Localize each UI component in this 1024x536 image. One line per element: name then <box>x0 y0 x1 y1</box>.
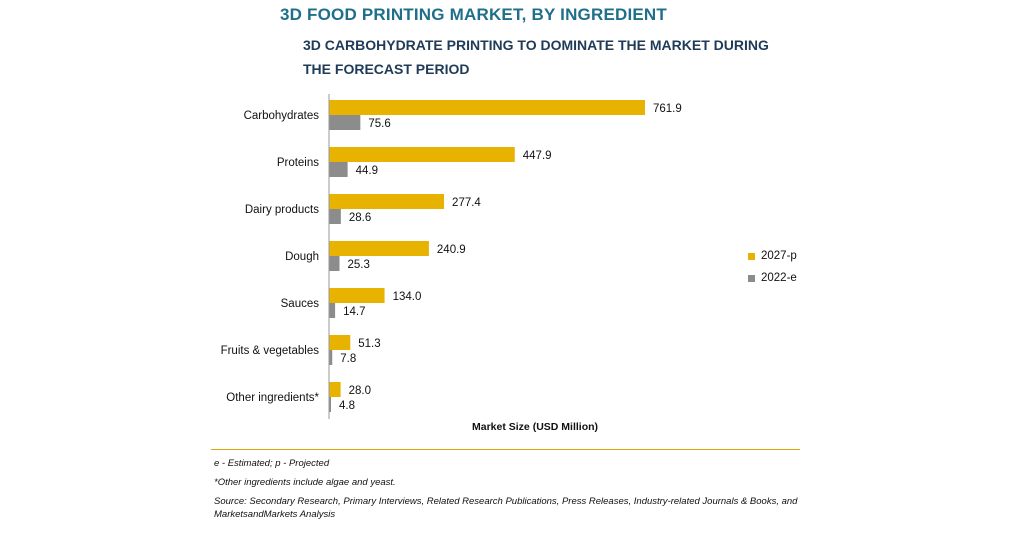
chart-title: 3D FOOD PRINTING MARKET, BY INGREDIENT <box>280 5 667 24</box>
value-label-2022-dairy-products: 28.6 <box>349 212 371 224</box>
bar-2027-fruits-vegetables <box>329 335 351 350</box>
source-note: Source: Secondary Research, Primary Inte… <box>214 496 798 520</box>
footer-divider <box>211 449 800 450</box>
value-label-2022-fruits-vegetables: 7.8 <box>340 353 356 365</box>
legend-swatch-2022 <box>748 274 755 282</box>
category-label-carbohydrates: Carbohydrates <box>244 110 320 122</box>
value-label-2027-other-ingredients: 28.0 <box>349 385 371 397</box>
legend-item-2022: 2022-e <box>748 267 797 289</box>
value-label-2027-carbohydrates: 761.9 <box>653 103 682 115</box>
bar-2022-other-ingredients <box>329 397 331 412</box>
bar-2022-sauces <box>329 303 336 318</box>
value-label-2022-dough: 25.3 <box>347 259 369 271</box>
category-label-dough: Dough <box>285 251 319 263</box>
value-label-2022-proteins: 44.9 <box>356 165 378 177</box>
bar-2022-fruits-vegetables <box>329 350 333 365</box>
footnotes: e - Estimated; p - Projected *Other ingr… <box>214 457 814 527</box>
legend: 2027-p 2022-e <box>748 245 797 289</box>
chart-subtitle: 3D CARBOHYDRATE PRINTING TO DOMINATE THE… <box>303 37 769 77</box>
bar-2027-proteins <box>329 147 515 162</box>
bar-2027-carbohydrates <box>329 100 645 115</box>
value-label-2027-sauces: 134.0 <box>393 291 422 303</box>
footnote-other-ingredients: *Other ingredients include algae and yea… <box>214 477 396 488</box>
value-label-2027-fruits-vegetables: 51.3 <box>358 338 380 350</box>
category-label-other-ingredients: Other ingredients* <box>226 392 319 404</box>
value-label-2027-dough: 240.9 <box>437 244 466 256</box>
legend-label-2022: 2022-e <box>761 272 797 284</box>
category-label-sauces: Sauces <box>281 298 320 310</box>
value-label-2022-carbohydrates: 75.6 <box>368 118 390 130</box>
bar-2027-dough <box>329 241 429 256</box>
bar-2027-other-ingredients <box>329 382 341 397</box>
value-label-2027-dairy-products: 277.4 <box>452 197 481 209</box>
footnote-legend-key: e - Estimated; p - Projected <box>214 458 330 469</box>
value-label-2027-proteins: 447.9 <box>523 150 552 162</box>
category-label-dairy-products: Dairy products <box>245 204 319 216</box>
legend-item-2027: 2027-p <box>748 245 797 267</box>
legend-label-2027: 2027-p <box>761 250 797 262</box>
bar-2022-dough <box>329 256 340 271</box>
bar-2027-dairy-products <box>329 194 445 209</box>
bar-2027-sauces <box>329 288 385 303</box>
bar-2022-carbohydrates <box>329 115 361 130</box>
x-axis-label: Market Size (USD Million) <box>472 421 599 433</box>
value-label-2022-sauces: 14.7 <box>343 306 365 318</box>
bar-2022-proteins <box>329 162 348 177</box>
legend-swatch-2027 <box>748 252 755 260</box>
value-label-2022-other-ingredients: 4.8 <box>339 400 355 412</box>
category-label-proteins: Proteins <box>277 157 319 169</box>
bar-2022-dairy-products <box>329 209 341 224</box>
category-label-fruits-vegetables: Fruits & vegetables <box>221 345 320 357</box>
